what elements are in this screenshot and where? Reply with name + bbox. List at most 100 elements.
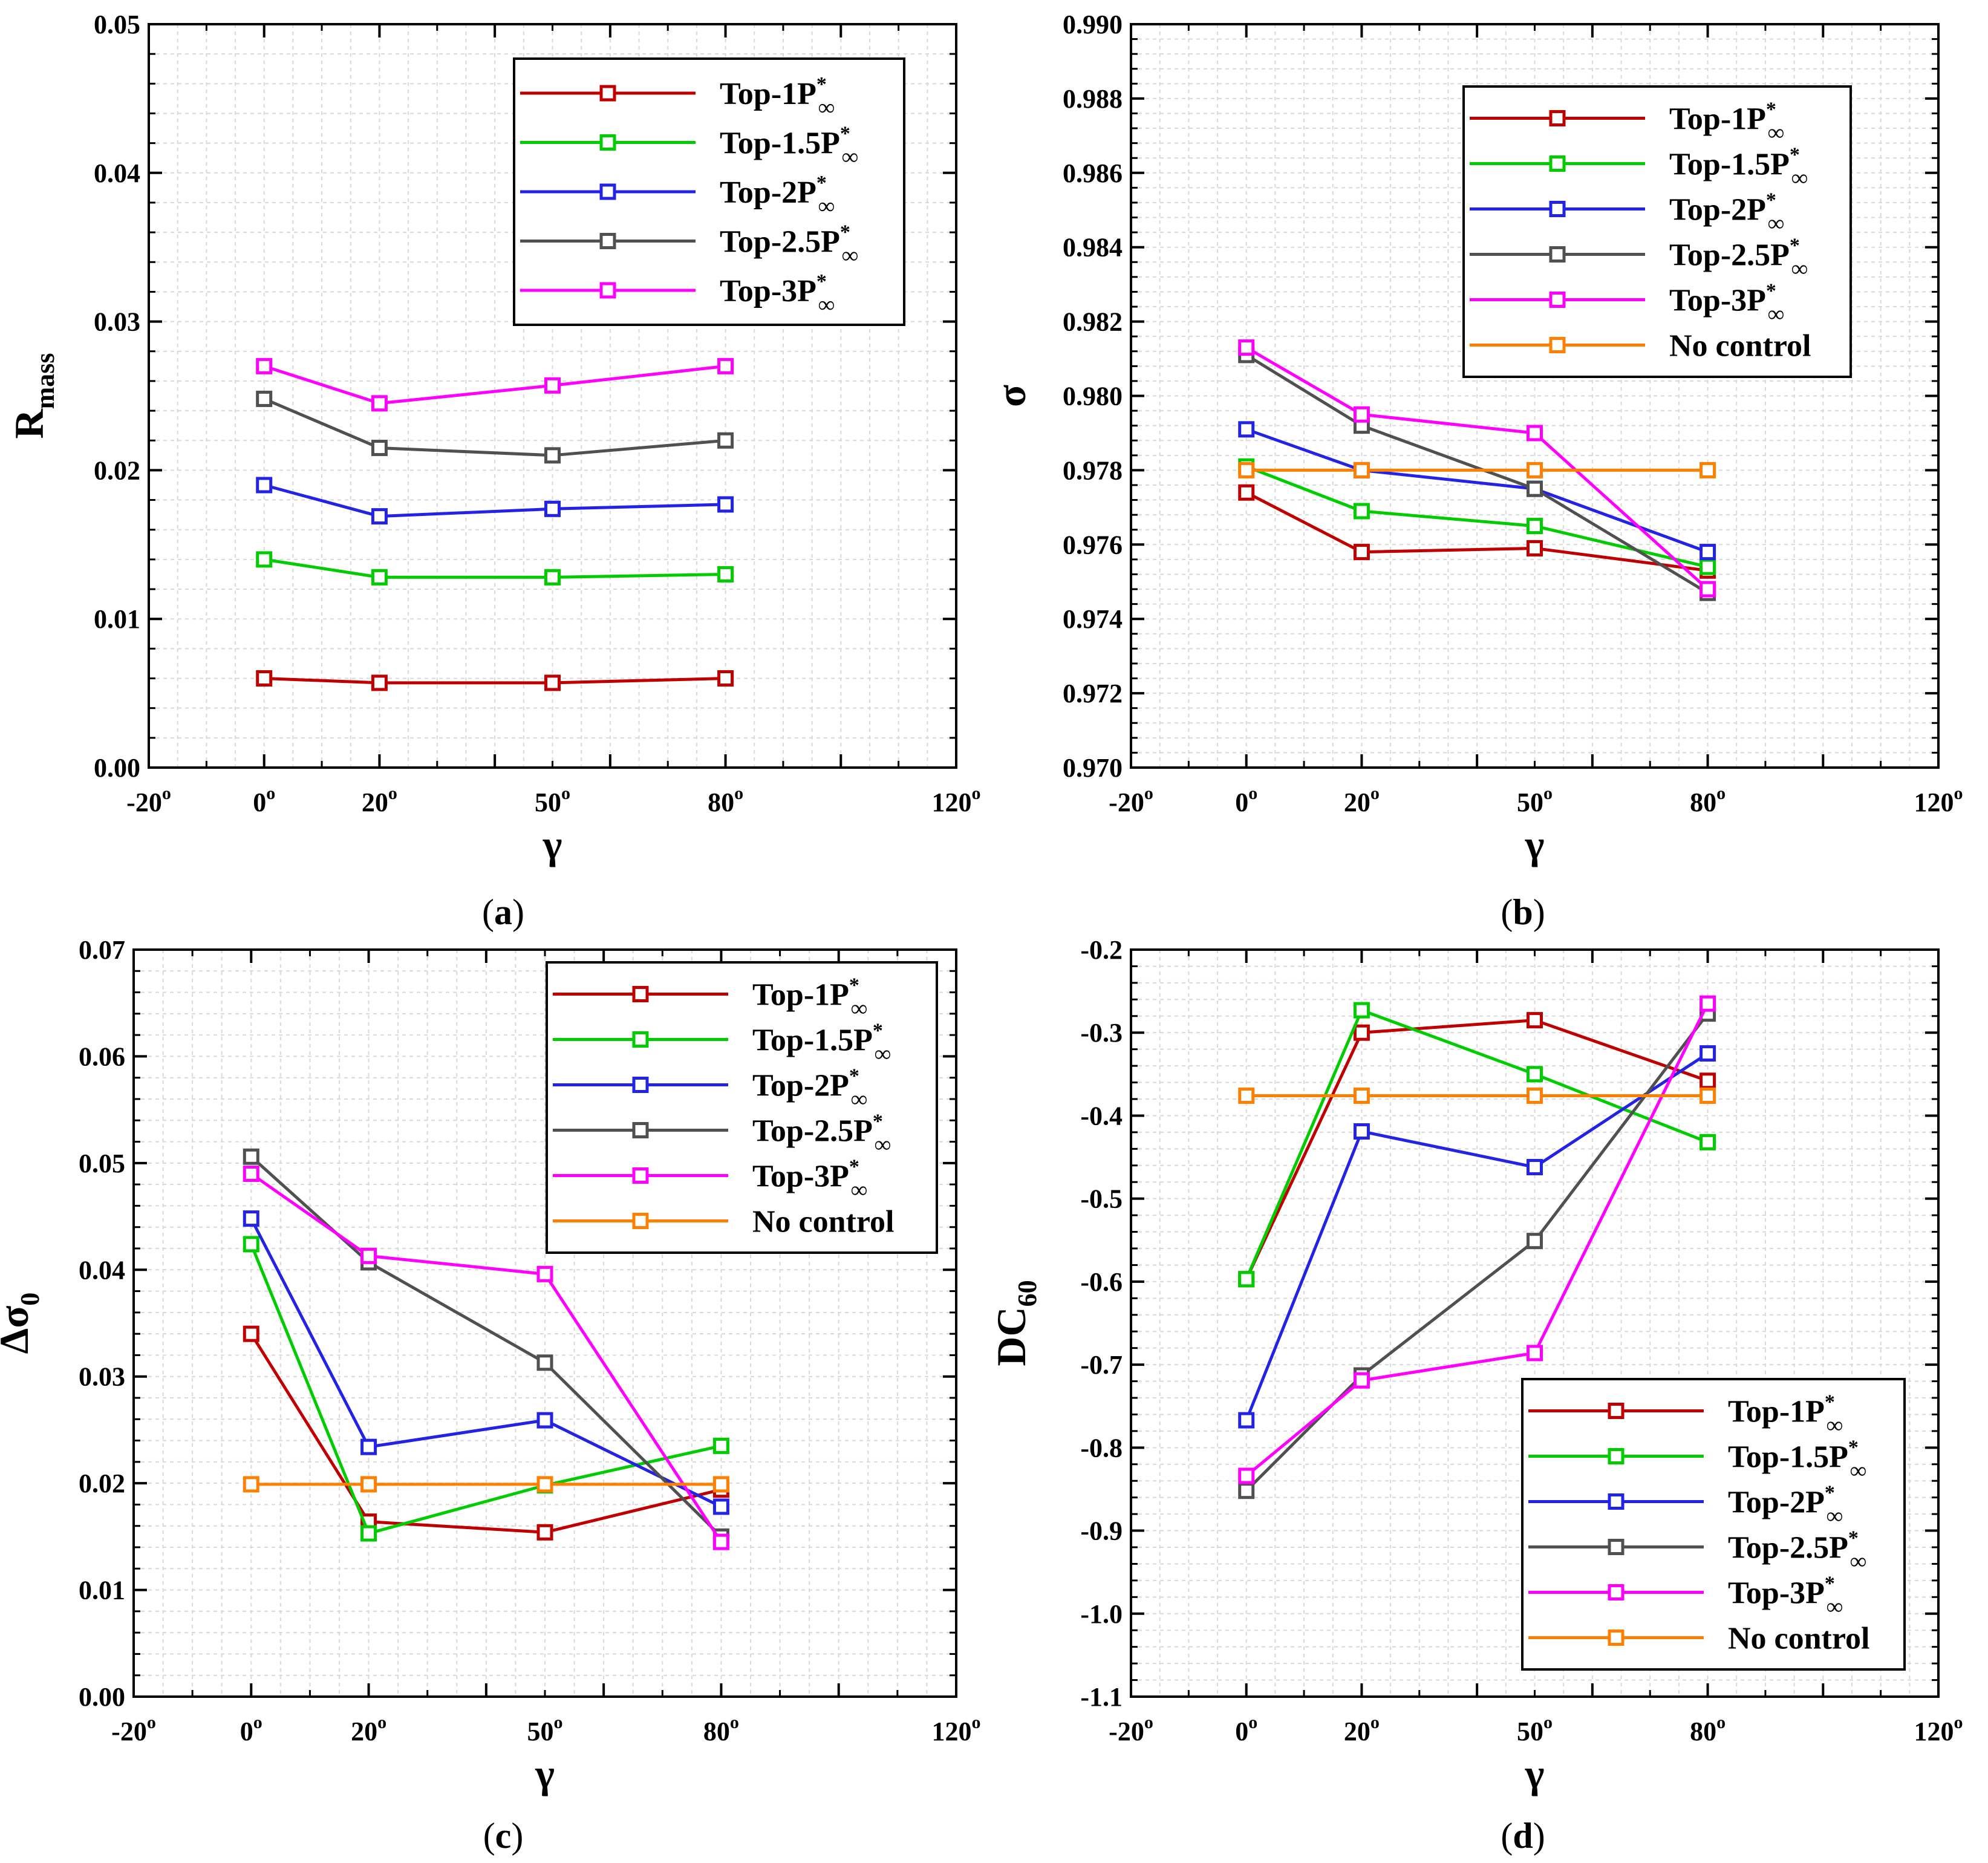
legend-marker-none [1549,337,1566,353]
legend-marker-top25 [632,1122,649,1138]
series-line-top1 [1245,1019,1709,1280]
legend-box [546,961,938,1254]
x-axis-label: γ [543,821,562,867]
data-point-none [1353,462,1370,478]
y-tick-label: 0.970 [1063,753,1123,783]
legend-label-none: No control [752,1205,894,1239]
x-tick-label: 80o [703,1712,739,1746]
y-tick-label: -0.3 [1080,1018,1123,1048]
legend-label-top2: Top-2P* ∞ [752,1065,867,1112]
y-axis-label: σ [988,385,1034,407]
y-tick-label: -0.2 [1080,935,1123,965]
data-point-none [1700,462,1716,478]
x-tick-label: 80o [1690,783,1726,817]
data-point-top2 [717,496,734,513]
data-point-top15 [1238,1271,1255,1288]
legend-marker-top3 [1549,292,1566,308]
x-tick-label: 20o [1344,1712,1380,1746]
data-point-top3 [243,1166,259,1182]
data-point-top3 [1353,406,1370,423]
data-point-top2 [360,1438,377,1455]
data-point-top2 [1527,1159,1543,1176]
y-tick-label: 0.04 [79,1255,125,1285]
y-tick-label: 0.05 [79,1149,125,1178]
data-point-top15 [256,551,273,568]
data-point-top15 [360,1525,377,1542]
legend-marker-top3 [1608,1584,1625,1600]
y-tick-label: 0.06 [79,1042,125,1071]
legend-marker-top15 [1608,1448,1625,1464]
legend-marker-top15 [632,1031,649,1048]
x-axis-label: γ [1525,821,1545,867]
legend-box [1462,85,1852,378]
y-tick-label: -0.9 [1080,1516,1123,1546]
series-line-top15 [1245,1008,1709,1280]
series-line-top25 [1245,353,1709,595]
x-tick-label: 120o [932,1712,981,1746]
data-point-top25 [243,1148,259,1165]
legend-marker-top1 [1549,110,1566,126]
y-tick-label: -1.0 [1080,1599,1123,1629]
y-axis-label: DC60 [988,1280,1042,1366]
legend-marker-top1 [1608,1403,1625,1419]
y-axis-label: Rmass [6,353,60,439]
y-tick-label: 0.982 [1063,307,1123,337]
legend-marker-top3 [599,282,616,299]
data-point-top2 [371,508,388,525]
legend-label-top1: Top-1P* ∞ [1669,99,1784,146]
legend-marker-top2 [599,183,616,200]
y-tick-label: -0.7 [1080,1350,1123,1380]
y-tick-label: 0.976 [1063,530,1123,560]
series-line-top3 [1245,1003,1709,1477]
series-line-top1 [264,677,726,685]
legend-marker-none [632,1213,649,1229]
panel-caption: (d) [1501,1816,1545,1856]
data-point-top2 [1238,421,1255,438]
legend-label-top3: Top-3P* ∞ [1669,280,1784,327]
data-point-top1 [1238,484,1255,501]
data-point-top2 [544,500,561,517]
data-point-top15 [243,1236,259,1253]
legend-label-top1: Top-1P* ∞ [720,73,835,120]
legend-label-top3: Top-3P* ∞ [720,270,835,318]
y-tick-label: 0.974 [1063,604,1123,634]
y-tick-label: 0.02 [94,455,140,485]
y-tick-label: -1.1 [1080,1682,1123,1712]
legend-label-top2: Top-2P* ∞ [1728,1482,1843,1529]
legend-label-top25: Top-2.5P* ∞ [1669,235,1808,282]
legend-marker-top25 [1549,246,1566,263]
legend-marker-top25 [1608,1539,1625,1555]
data-point-top25 [371,440,388,457]
y-tick-label: 0.04 [94,158,140,188]
x-tick-label: 50o [1517,783,1553,817]
y-tick-label: 0.984 [1063,233,1123,263]
x-tick-label: 50o [535,783,570,817]
data-point-none [1238,462,1255,478]
y-tick-label: 0.990 [1063,10,1123,39]
data-point-top2 [1700,1045,1716,1062]
y-tick-label: 0.00 [79,1682,125,1712]
legend-marker-top2 [632,1077,649,1093]
y-tick-label: 0.01 [94,604,140,634]
data-point-none [1238,1088,1255,1104]
x-tick-label: 20o [1344,783,1380,817]
x-tick-label: 0o [253,783,275,817]
y-tick-label: 0.980 [1063,382,1123,411]
panel-caption: (b) [1501,892,1545,932]
series-line-top15 [1245,465,1709,569]
data-point-top15 [712,1437,729,1454]
panel-caption: (a) [482,892,524,932]
data-point-top3 [1238,339,1255,356]
legend: Top-1P* ∞Top-1.5P* ∞Top-2P* ∞Top-2.5P* ∞Top-… [1462,85,1852,378]
data-point-top1 [1353,1024,1370,1041]
x-tick-label: 50o [527,1712,563,1746]
data-point-top15 [544,569,561,586]
data-point-top3 [1527,1345,1543,1362]
data-point-top2 [256,477,273,494]
data-point-top25 [536,1354,553,1371]
data-point-top3 [360,1247,377,1264]
y-tick-label: 0.05 [94,10,140,39]
panel-b: 0.970 0.972 0.974 0.976 0.978 0.980 0.982 0.984… [988,10,1963,932]
series-line-top3 [263,364,726,405]
